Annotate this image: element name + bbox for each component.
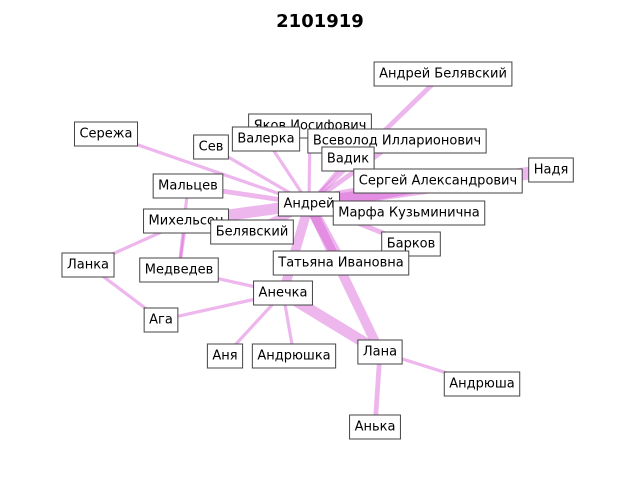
node-label: Сев (199, 140, 224, 155)
graph-node: Мальцев (152, 173, 224, 199)
node-box (253, 280, 313, 306)
graph-node: Медведев (139, 257, 219, 283)
node-box (528, 157, 574, 183)
graph-node: Андрюша (443, 371, 521, 397)
graph-node: Андрей Белявский (373, 61, 513, 87)
node-box (210, 219, 294, 245)
node-label: Анька (355, 420, 396, 435)
graph-node: Анечка (253, 280, 313, 306)
node-box (349, 414, 401, 440)
node-label: Вадик (327, 152, 369, 167)
graph-node: Сев (193, 134, 229, 160)
node-label: Андрюша (449, 377, 514, 392)
graph-node: Андрей (277, 191, 341, 217)
node-label: Медведев (145, 263, 214, 278)
graph-node: Лана (357, 339, 403, 365)
node-box (193, 134, 229, 160)
figure-title: 2101919 (276, 11, 364, 32)
graph-node: Анька (349, 414, 401, 440)
node-box (61, 252, 115, 278)
node-label: Марфа Кузьминична (338, 206, 480, 221)
node-label: Валерка (237, 132, 294, 147)
node-box (206, 343, 244, 369)
node-box (277, 191, 341, 217)
graph-node: Сережа (73, 121, 139, 147)
node-label: Лана (363, 345, 397, 360)
node-label: Сережа (79, 127, 132, 142)
graph-node: Марфа Кузьминична (332, 200, 486, 226)
node-box (251, 343, 337, 369)
graph-node: Сергей Александрович (353, 168, 523, 194)
graph-edge (304, 201, 385, 355)
node-label: Ага (149, 313, 173, 328)
node-label: Мальцев (158, 179, 218, 194)
node-label: Барков (387, 237, 436, 252)
graph-edge (105, 132, 310, 206)
node-label: Надя (534, 163, 569, 178)
node-label: Андрюшка (257, 349, 330, 364)
node-box (143, 307, 179, 333)
graph-edge (278, 202, 314, 295)
node-label: Татьяна Ивановна (277, 256, 404, 271)
node-label: Ланка (67, 258, 109, 273)
graph-node: Татьяна Ивановна (272, 250, 410, 276)
node-box (139, 257, 219, 283)
node-label: Аня (212, 349, 237, 364)
graph-node: Андрюшка (251, 343, 337, 369)
graph-node: Аня (206, 343, 244, 369)
node-box (443, 371, 521, 397)
node-box (353, 168, 523, 194)
node-label: Андрей Белявский (379, 67, 507, 82)
graph-node: Надя (528, 157, 574, 183)
node-box (231, 126, 301, 152)
node-label: Всеволод Илларионович (313, 134, 481, 149)
graph-node: Ланка (61, 252, 115, 278)
node-box (73, 121, 139, 147)
node-box (272, 250, 410, 276)
node-box (152, 173, 224, 199)
node-label: Андрей (283, 197, 334, 212)
graph-node: Ага (143, 307, 179, 333)
node-label: Михельсон (149, 214, 224, 229)
node-label: Сергей Александрович (359, 174, 517, 189)
node-box (357, 339, 403, 365)
graph-node: Вадик (321, 146, 375, 172)
node-box (373, 61, 513, 87)
node-label: Белявский (216, 225, 289, 240)
node-box (332, 200, 486, 226)
graph-node: Валерка (231, 126, 301, 152)
node-label: Анечка (259, 286, 308, 301)
graph-node: Белявский (210, 219, 294, 245)
node-box (321, 146, 375, 172)
